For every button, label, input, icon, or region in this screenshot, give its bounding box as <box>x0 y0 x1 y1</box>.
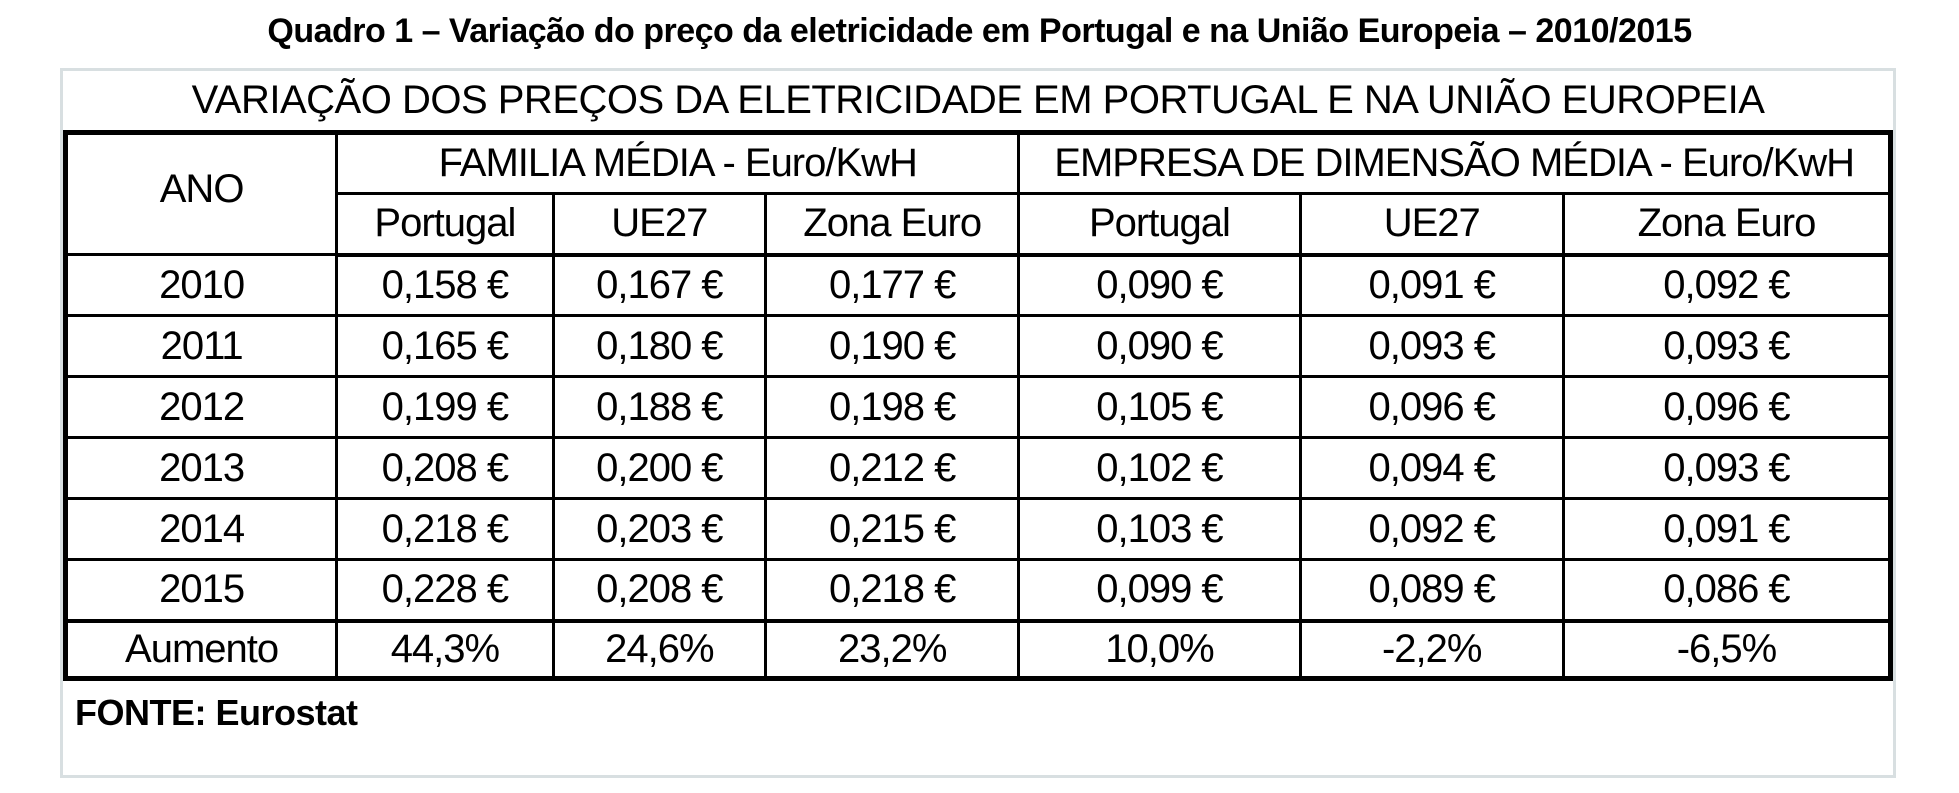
price-cell: 0,105 € <box>1017 375 1302 439</box>
price-cell: 0,093 € <box>1561 436 1893 500</box>
price-cell: 0,165 € <box>335 314 555 378</box>
col-header-empresa-ue27: UE27 <box>1298 192 1565 257</box>
price-cell: 0,208 € <box>551 558 768 622</box>
col-header-familia-ue27: UE27 <box>551 192 768 257</box>
col-header-familia-zona-euro: Zona Euro <box>764 192 1021 257</box>
price-cell: 0,198 € <box>764 375 1021 439</box>
price-cell: 0,177 € <box>764 253 1021 317</box>
price-cell: 0,212 € <box>764 436 1021 500</box>
price-cell: 0,099 € <box>1017 558 1302 622</box>
percent-cell: -2,2% <box>1298 618 1565 680</box>
year-cell: 2013 <box>63 436 339 500</box>
price-cell: 0,093 € <box>1298 314 1565 378</box>
percent-cell: -6,5% <box>1561 618 1893 680</box>
price-cell: 0,188 € <box>551 375 768 439</box>
familia-media-group-header: FAMILIA MÉDIA - Euro/KwH <box>335 131 1021 195</box>
table-caption: VARIAÇÃO DOS PREÇOS DA ELETRICIDADE EM P… <box>191 78 1765 122</box>
percent-cell: 23,2% <box>764 618 1021 680</box>
source-note: FONTE: Eurostat <box>75 692 358 733</box>
electricity-price-table: ANO FAMILIA MÉDIA - Euro/KwH EMPRESA DE … <box>63 130 1893 681</box>
year-cell: 2011 <box>63 314 339 378</box>
empresa-dimensao-group-header: EMPRESA DE DIMENSÃO MÉDIA - Euro/KwH <box>1017 131 1892 195</box>
col-header-familia-portugal: Portugal <box>335 192 555 257</box>
price-cell: 0,093 € <box>1561 314 1893 378</box>
price-cell: 0,094 € <box>1298 436 1565 500</box>
price-cell: 0,091 € <box>1298 253 1565 317</box>
sub-header-row: Portugal UE27 Zona Euro Portugal UE27 Zo… <box>66 192 1893 257</box>
percent-cell: 44,3% <box>335 618 555 680</box>
table-row-2012: 2012 0,199 € 0,188 € 0,198 € 0,105 € 0,0… <box>63 375 1893 439</box>
price-cell: 0,086 € <box>1561 558 1893 622</box>
table-row-aumento: Aumento 44,3% 24,6% 23,2% 10,0% -2,2% -6… <box>63 618 1893 680</box>
group-header-row: ANO FAMILIA MÉDIA - Euro/KwH EMPRESA DE … <box>63 131 1892 256</box>
price-cell: 0,092 € <box>1298 497 1565 561</box>
price-cell: 0,091 € <box>1561 497 1893 561</box>
price-cell: 0,199 € <box>335 375 555 439</box>
price-cell: 0,089 € <box>1298 558 1565 622</box>
year-cell: 2014 <box>63 497 339 561</box>
col-header-empresa-zona-euro: Zona Euro <box>1561 192 1893 257</box>
page-title: Quadro 1 – Variação do preço da eletrici… <box>267 12 1692 50</box>
table-row-2015: 2015 0,228 € 0,208 € 0,218 € 0,099 € 0,0… <box>63 558 1893 622</box>
col-header-empresa-portugal: Portugal <box>1017 192 1302 257</box>
price-cell: 0,090 € <box>1017 253 1302 317</box>
price-cell: 0,208 € <box>335 436 555 500</box>
year-cell: 2015 <box>63 558 339 622</box>
price-cell: 0,096 € <box>1298 375 1565 439</box>
price-cell: 0,096 € <box>1561 375 1893 439</box>
price-cell: 0,167 € <box>551 253 768 317</box>
ano-column-header: ANO <box>63 131 339 256</box>
price-cell: 0,180 € <box>551 314 768 378</box>
table-row-2011: 2011 0,165 € 0,180 € 0,190 € 0,090 € 0,0… <box>63 314 1893 378</box>
table-row-2014: 2014 0,218 € 0,203 € 0,215 € 0,103 € 0,0… <box>63 497 1893 561</box>
aumento-label: Aumento <box>63 618 339 680</box>
price-cell: 0,228 € <box>335 558 555 622</box>
price-cell: 0,103 € <box>1017 497 1302 561</box>
price-cell: 0,102 € <box>1017 436 1302 500</box>
price-cell: 0,203 € <box>551 497 768 561</box>
price-cell: 0,218 € <box>335 497 555 561</box>
price-cell: 0,215 € <box>764 497 1021 561</box>
percent-cell: 10,0% <box>1017 618 1302 680</box>
price-cell: 0,200 € <box>551 436 768 500</box>
year-cell: 2012 <box>63 375 339 439</box>
year-cell: 2010 <box>63 253 339 317</box>
percent-cell: 24,6% <box>551 618 768 680</box>
price-cell: 0,158 € <box>335 253 555 317</box>
price-cell: 0,092 € <box>1561 253 1893 317</box>
table-row-2010: 2010 0,158 € 0,167 € 0,177 € 0,090 € 0,0… <box>63 253 1893 317</box>
table-outer-box: VARIAÇÃO DOS PREÇOS DA ELETRICIDADE EM P… <box>60 68 1896 778</box>
price-cell: 0,218 € <box>764 558 1021 622</box>
price-cell: 0,190 € <box>764 314 1021 378</box>
price-cell: 0,090 € <box>1017 314 1302 378</box>
table-row-2013: 2013 0,208 € 0,200 € 0,212 € 0,102 € 0,0… <box>63 436 1893 500</box>
